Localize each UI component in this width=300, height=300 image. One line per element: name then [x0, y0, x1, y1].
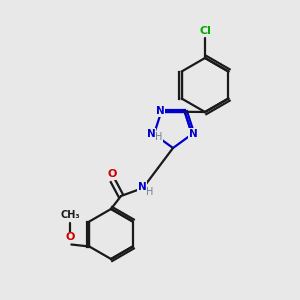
- Text: N: N: [138, 182, 146, 192]
- Text: O: O: [66, 232, 75, 242]
- Text: Cl: Cl: [199, 26, 211, 36]
- Text: O: O: [107, 169, 117, 179]
- Text: N: N: [147, 129, 155, 139]
- Text: N: N: [156, 106, 165, 116]
- Text: N: N: [189, 129, 197, 139]
- Text: CH₃: CH₃: [61, 211, 80, 220]
- Text: H: H: [146, 187, 154, 197]
- Text: H: H: [155, 132, 163, 142]
